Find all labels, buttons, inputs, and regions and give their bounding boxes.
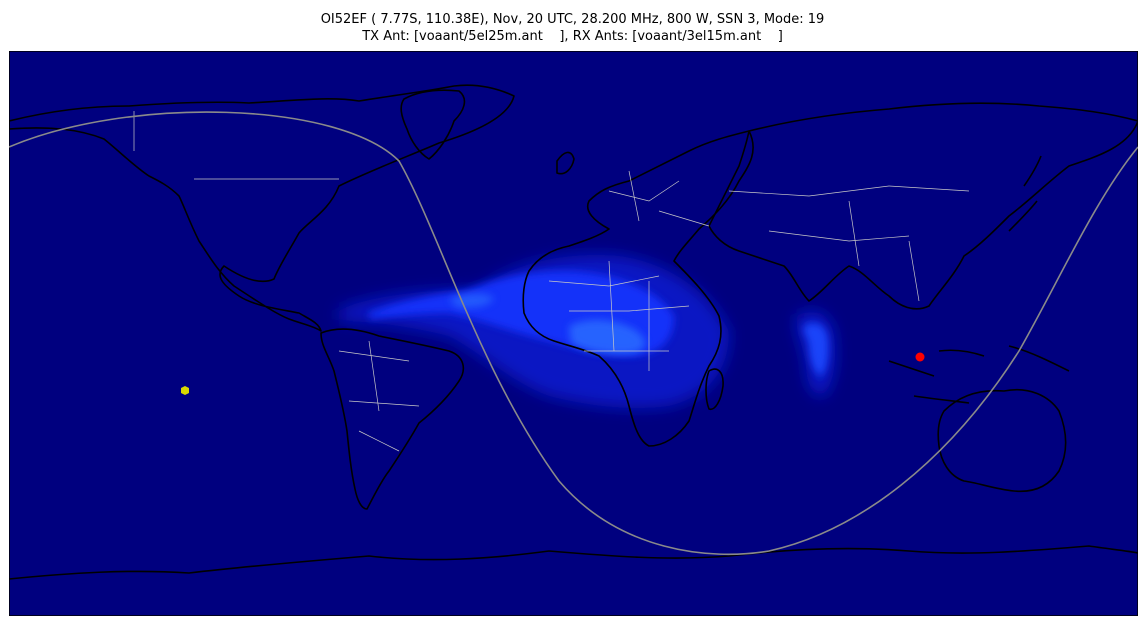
day-night-terminator [9, 111, 1138, 556]
receiver-marker [181, 386, 189, 395]
map-title-line-2: TX Ant: [voaant/5el25m.ant ], RX Ants: [… [362, 29, 783, 44]
coastlines [9, 84, 1138, 580]
country-borders [133, 111, 970, 452]
border-africa-lines [548, 260, 690, 371]
border-asia-lines [728, 185, 970, 302]
transmitter-marker [915, 352, 925, 362]
japan-coastline [1008, 155, 1042, 232]
uk-coastline [556, 151, 575, 175]
border-usa-canada [133, 111, 339, 180]
border-europe-lines [608, 170, 710, 227]
europe-africa-coastline [522, 130, 754, 447]
coverage-area-inner [569, 319, 646, 354]
indonesia-coastline [888, 345, 1070, 404]
antarctica-coastline [9, 545, 1138, 580]
greenland-coastline [400, 89, 466, 160]
world-map [9, 51, 1138, 616]
madagascar-coastline [705, 368, 724, 410]
coverage-area-indian-mid [803, 323, 829, 376]
map-title-line-1: OI52EF ( 7.77S, 110.38E), Nov, 20 UTC, 2… [320, 12, 825, 27]
australia-coastline [937, 388, 1067, 493]
coverage-layer [339, 255, 836, 408]
border-south-america-lines [338, 340, 420, 452]
south-america-coastline [320, 328, 465, 510]
asia-coastline [708, 102, 1138, 310]
north-america-coastline [9, 84, 515, 332]
